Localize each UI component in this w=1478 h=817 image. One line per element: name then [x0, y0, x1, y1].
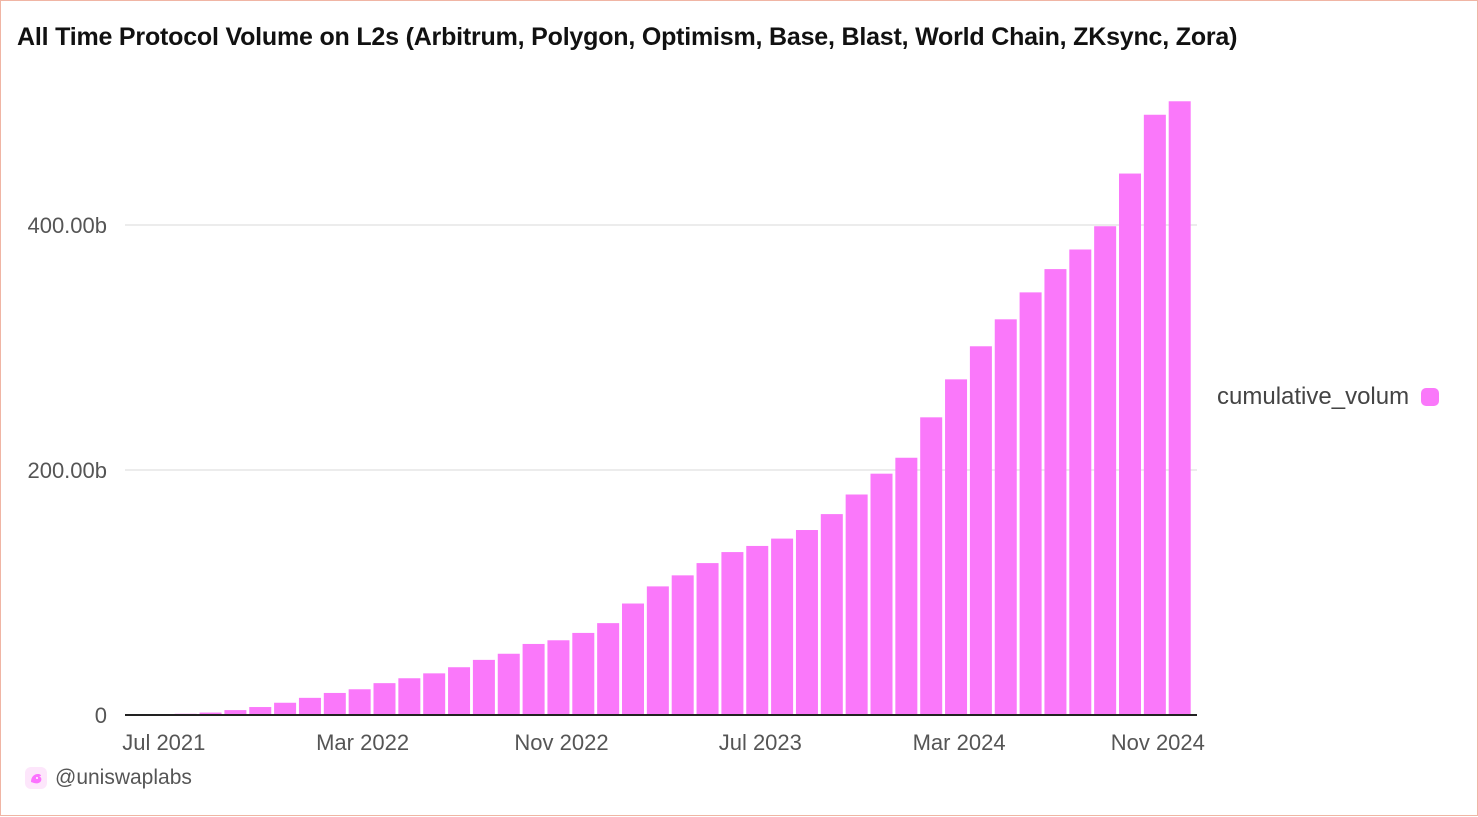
bar[interactable] [522, 643, 545, 715]
bar[interactable] [547, 640, 570, 715]
bar[interactable] [199, 712, 222, 715]
y-tick-label: 200.00b [27, 458, 107, 483]
legend-label: cumulative_volum [1217, 383, 1410, 410]
bar[interactable] [1143, 114, 1166, 715]
bar[interactable] [1069, 249, 1092, 716]
y-tick-label: 400.00b [27, 213, 107, 238]
bar[interactable] [795, 530, 818, 715]
bar[interactable] [1019, 292, 1042, 715]
bar[interactable] [671, 575, 694, 715]
chart-title: All Time Protocol Volume on L2s (Arbitru… [17, 23, 1238, 51]
bar[interactable] [696, 563, 719, 715]
legend[interactable]: cumulative_volum [1217, 383, 1440, 411]
bar[interactable] [920, 417, 943, 715]
bar[interactable] [746, 545, 769, 715]
uniswap-unicorn-icon [25, 767, 47, 789]
bar[interactable] [597, 623, 620, 716]
watermark-handle: @uniswaplabs [55, 766, 192, 789]
bar[interactable] [1168, 101, 1191, 715]
bar[interactable] [994, 319, 1017, 715]
bar[interactable] [622, 603, 644, 715]
x-tick-label: Jul 2023 [719, 730, 802, 755]
bar[interactable] [348, 689, 371, 715]
bar[interactable] [945, 379, 968, 715]
bar[interactable] [870, 473, 893, 715]
bar[interactable] [298, 697, 321, 715]
bar[interactable] [472, 659, 495, 716]
bar[interactable] [771, 538, 794, 715]
bar[interactable] [423, 673, 446, 715]
bar[interactable] [969, 346, 992, 715]
bar[interactable] [1119, 173, 1141, 716]
x-tick-label: Nov 2024 [1111, 730, 1205, 755]
bar[interactable] [1044, 269, 1067, 715]
watermark: @uniswaplabs [25, 766, 192, 790]
gridlines [125, 224, 1197, 471]
bar[interactable] [249, 707, 272, 715]
bar[interactable] [646, 586, 669, 716]
x-axis-ticks: Jul 2021 Mar 2022 Nov 2022 Jul 2023 Mar 2024… [122, 730, 1205, 755]
bar[interactable] [274, 702, 297, 715]
bar[interactable] [721, 552, 744, 715]
bar[interactable] [398, 678, 421, 715]
bar[interactable] [572, 632, 595, 715]
legend-swatch [1421, 388, 1440, 406]
bar[interactable] [448, 667, 471, 715]
x-tick-label: Mar 2022 [316, 730, 409, 755]
bar[interactable] [845, 494, 868, 716]
bars [125, 101, 1191, 716]
bar[interactable] [820, 514, 843, 715]
x-tick-label: Mar 2024 [913, 730, 1006, 755]
bar[interactable] [1094, 226, 1117, 715]
x-tick-label: Jul 2021 [122, 730, 205, 755]
bar[interactable] [895, 457, 918, 715]
bar[interactable] [323, 692, 346, 715]
bar[interactable] [373, 683, 396, 715]
y-axis-ticks: 0 200.00b 400.00b [27, 213, 107, 728]
y-tick-label: 0 [95, 703, 107, 728]
bar[interactable] [224, 710, 247, 715]
x-tick-label: Nov 2022 [514, 730, 608, 755]
bar[interactable] [497, 653, 520, 715]
